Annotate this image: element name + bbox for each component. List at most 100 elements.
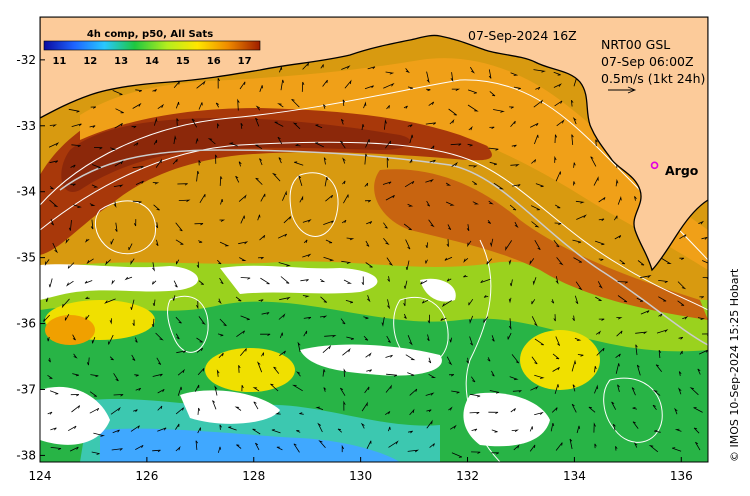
- current-vector-arrow: [173, 135, 177, 145]
- current-vector-arrow: [256, 361, 263, 373]
- current-vector-arrow: [698, 220, 705, 225]
- current-vector-arrow: [261, 352, 264, 357]
- current-vector-arrow: [64, 313, 70, 321]
- current-vector-arrow: [105, 259, 111, 266]
- current-vector-arrow: [447, 224, 452, 231]
- lat-tick-label: -33: [16, 119, 36, 133]
- sst-shelf-band: [80, 58, 708, 270]
- current-vector-arrow: [342, 348, 351, 356]
- current-vector-arrow: [237, 98, 240, 111]
- current-vector-arrow: [463, 274, 468, 278]
- current-vector-arrow: [90, 374, 99, 378]
- current-vector-arrow: [631, 387, 636, 396]
- current-vector-arrow: [366, 369, 372, 373]
- contour-loop-3: [393, 296, 449, 365]
- current-vector-arrow: [218, 446, 222, 453]
- colorbar-tick-label: 13: [114, 56, 128, 67]
- current-vector-arrow: [554, 155, 557, 163]
- current-vector-arrow: [615, 363, 620, 374]
- current-vector-arrow: [533, 69, 546, 73]
- current-vector-arrow: [175, 222, 183, 232]
- current-vector-arrow: [451, 88, 461, 91]
- current-vector-arrow: [153, 204, 160, 211]
- current-vector-arrow: [612, 423, 616, 431]
- current-vector-arrow: [569, 438, 573, 449]
- current-vector-arrow: [115, 108, 124, 114]
- current-vector-arrow: [472, 201, 479, 205]
- current-vector-arrow: [531, 205, 540, 211]
- current-vector-arrow: [93, 432, 105, 437]
- contour-loop-1: [94, 200, 157, 255]
- current-vector-arrow: [114, 123, 123, 129]
- current-vector-arrow: [364, 386, 370, 394]
- current-vector-arrow: [611, 401, 617, 410]
- current-vector-arrow: [448, 406, 453, 411]
- current-vector-arrow: [409, 388, 418, 396]
- current-vector-arrow: [238, 241, 249, 245]
- current-vector-arrow: [72, 373, 79, 377]
- current-vector-arrow: [133, 409, 138, 413]
- current-vector-arrow: [510, 72, 519, 76]
- current-vector-arrow: [198, 316, 206, 325]
- current-vector-arrow: [615, 353, 621, 359]
- current-vector-arrow: [614, 235, 622, 240]
- current-vector-arrow: [315, 142, 324, 148]
- current-vector-arrow: [49, 186, 54, 190]
- current-vector-arrow: [322, 369, 326, 377]
- cloud-gap-3: [300, 344, 442, 376]
- current-vector-arrow: [216, 369, 220, 377]
- current-vector-arrow: [616, 317, 623, 320]
- current-vector-arrow: [323, 104, 326, 109]
- current-vector-arrow: [110, 406, 121, 415]
- current-vector-arrow: [425, 179, 434, 183]
- current-vector-arrow: [444, 256, 453, 261]
- current-vector-arrow: [296, 371, 301, 377]
- current-vector-arrow: [441, 300, 452, 308]
- current-vector-arrow: [384, 411, 391, 416]
- current-vector-arrow: [555, 204, 561, 209]
- current-vector-arrow: [554, 134, 558, 144]
- current-vector-arrow: [198, 160, 201, 166]
- current-vector-arrow: [279, 66, 283, 73]
- current-vector-arrow: [73, 353, 78, 359]
- current-vector-arrow: [574, 295, 579, 304]
- current-vector-arrow: [697, 368, 701, 375]
- current-vector-arrow: [425, 392, 435, 396]
- current-vector-arrow: [594, 384, 599, 394]
- current-vector-arrow: [130, 258, 135, 266]
- current-vector-arrow: [594, 366, 597, 373]
- current-vector-arrow: [403, 105, 408, 109]
- current-vector-arrow: [426, 334, 430, 342]
- current-vector-arrow: [366, 440, 372, 449]
- lon-tick-label: 132: [456, 469, 479, 483]
- current-vector-arrow: [365, 352, 372, 358]
- sst-band-11: [100, 428, 400, 462]
- cloud-gap-4: [40, 386, 110, 445]
- current-vector-arrow: [597, 281, 603, 289]
- current-vector-arrow: [467, 104, 479, 112]
- lat-tick-label: -36: [16, 317, 36, 331]
- current-vector-arrow: [325, 239, 333, 244]
- current-vector-arrow: [238, 365, 241, 373]
- current-vector-arrow: [198, 102, 203, 110]
- current-vector-arrow: [70, 164, 76, 168]
- current-vector-arrow: [429, 443, 435, 448]
- current-vector-arrow: [533, 99, 544, 108]
- current-vector-arrow: [451, 452, 463, 458]
- lat-tick-label: -35: [16, 251, 36, 265]
- current-vector-arrow: [48, 278, 53, 288]
- current-vector-arrow: [68, 220, 72, 231]
- current-vector-arrow: [571, 403, 577, 413]
- current-vector-arrow: [197, 368, 205, 376]
- current-vector-arrow: [469, 336, 473, 346]
- current-vector-arrow: [135, 444, 144, 450]
- current-vector-arrow: [113, 373, 119, 382]
- current-vector-arrow: [152, 299, 156, 307]
- argo-marker-icon[interactable]: [650, 161, 659, 170]
- current-vector-arrow: [636, 364, 641, 376]
- current-vector-arrow: [228, 426, 237, 431]
- current-vector-arrow: [236, 444, 242, 449]
- current-vector-arrow: [270, 383, 279, 392]
- current-vector-arrow: [275, 412, 281, 415]
- current-vector-arrow: [196, 347, 203, 353]
